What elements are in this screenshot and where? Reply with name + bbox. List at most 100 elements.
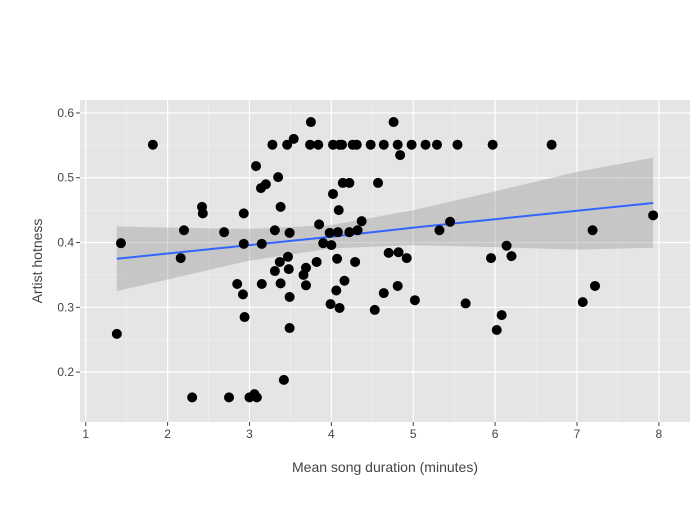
data-point [395, 150, 406, 161]
data-point [288, 133, 299, 144]
data-point [331, 285, 342, 296]
data-point [187, 392, 198, 403]
y-tick-label: 0.3 [57, 300, 74, 314]
data-point [577, 297, 588, 308]
data-point [305, 117, 316, 128]
data-point [496, 310, 507, 321]
data-point [352, 225, 363, 236]
x-tick-label: 4 [328, 427, 335, 441]
data-point [648, 210, 659, 221]
data-point [378, 139, 389, 150]
data-point [284, 227, 295, 238]
data-point [373, 177, 384, 188]
data-point [501, 240, 512, 251]
data-point [269, 225, 280, 236]
data-point [487, 139, 498, 150]
data-point [590, 280, 601, 291]
data-point [337, 139, 348, 150]
data-point [324, 227, 335, 238]
data-point [460, 298, 471, 309]
data-point [356, 216, 367, 227]
data-point [313, 139, 324, 150]
y-tick-label: 0.6 [57, 106, 74, 120]
data-point [332, 253, 343, 264]
data-point [339, 275, 350, 286]
data-point [283, 264, 294, 275]
data-point [178, 225, 189, 236]
data-point [431, 139, 442, 150]
data-point [300, 280, 311, 291]
x-axis-label: Mean song duration (minutes) [292, 459, 478, 475]
data-point [334, 302, 345, 313]
data-point [274, 256, 285, 267]
x-tick-label: 7 [574, 427, 581, 441]
data-point [392, 280, 403, 291]
data-point [115, 238, 126, 249]
data-point [325, 299, 336, 310]
data-point [486, 253, 497, 264]
data-point [365, 139, 376, 150]
data-point [445, 216, 456, 227]
data-point [344, 177, 355, 188]
data-point [393, 247, 404, 258]
x-tick-label: 8 [656, 427, 663, 441]
data-point [275, 201, 286, 212]
y-axis-ticks: 0.2 0.3 0.4 0.5 0.6 [57, 106, 80, 379]
data-point [284, 323, 295, 334]
data-point [392, 139, 403, 150]
data-point [224, 392, 235, 403]
data-point [239, 312, 250, 323]
data-point [333, 205, 344, 216]
data-point [506, 251, 517, 262]
data-point [232, 279, 243, 289]
data-point [147, 139, 158, 150]
data-point [378, 288, 389, 299]
data-points [111, 117, 659, 403]
data-point [197, 208, 208, 219]
data-point [318, 238, 329, 249]
data-point [256, 279, 267, 289]
data-point [111, 328, 122, 339]
data-point [269, 266, 280, 277]
data-point [406, 139, 417, 150]
data-point [332, 227, 343, 238]
data-point [273, 172, 284, 183]
data-point [434, 225, 445, 236]
data-point [369, 304, 380, 315]
data-point [383, 247, 394, 258]
data-point [282, 251, 293, 262]
data-point [256, 238, 267, 249]
data-point [350, 256, 361, 267]
data-point [300, 262, 311, 273]
data-point [238, 208, 249, 219]
confidence-band [116, 157, 654, 292]
data-point [284, 291, 295, 302]
data-point [260, 179, 271, 190]
data-point [237, 289, 248, 300]
y-axis-label: Artist hotness [29, 219, 45, 304]
data-point [326, 240, 337, 251]
data-point [344, 227, 355, 238]
data-point [587, 225, 598, 236]
data-point [420, 139, 431, 150]
data-point [282, 139, 293, 150]
data-point [409, 295, 420, 306]
data-point [311, 256, 322, 267]
x-tick-label: 2 [164, 427, 171, 441]
data-point [251, 161, 262, 172]
data-point [219, 227, 230, 238]
data-point [388, 117, 399, 128]
data-point [251, 392, 262, 403]
x-tick-label: 5 [410, 427, 417, 441]
data-point [278, 374, 289, 385]
data-point [491, 325, 502, 335]
data-point [238, 238, 249, 249]
y-tick-label: 0.2 [57, 365, 74, 379]
x-tick-label: 3 [246, 427, 253, 441]
x-tick-label: 6 [492, 427, 499, 441]
data-point [305, 139, 316, 150]
x-tick-label: 1 [82, 427, 89, 441]
data-point [351, 139, 362, 150]
data-point [452, 139, 463, 150]
